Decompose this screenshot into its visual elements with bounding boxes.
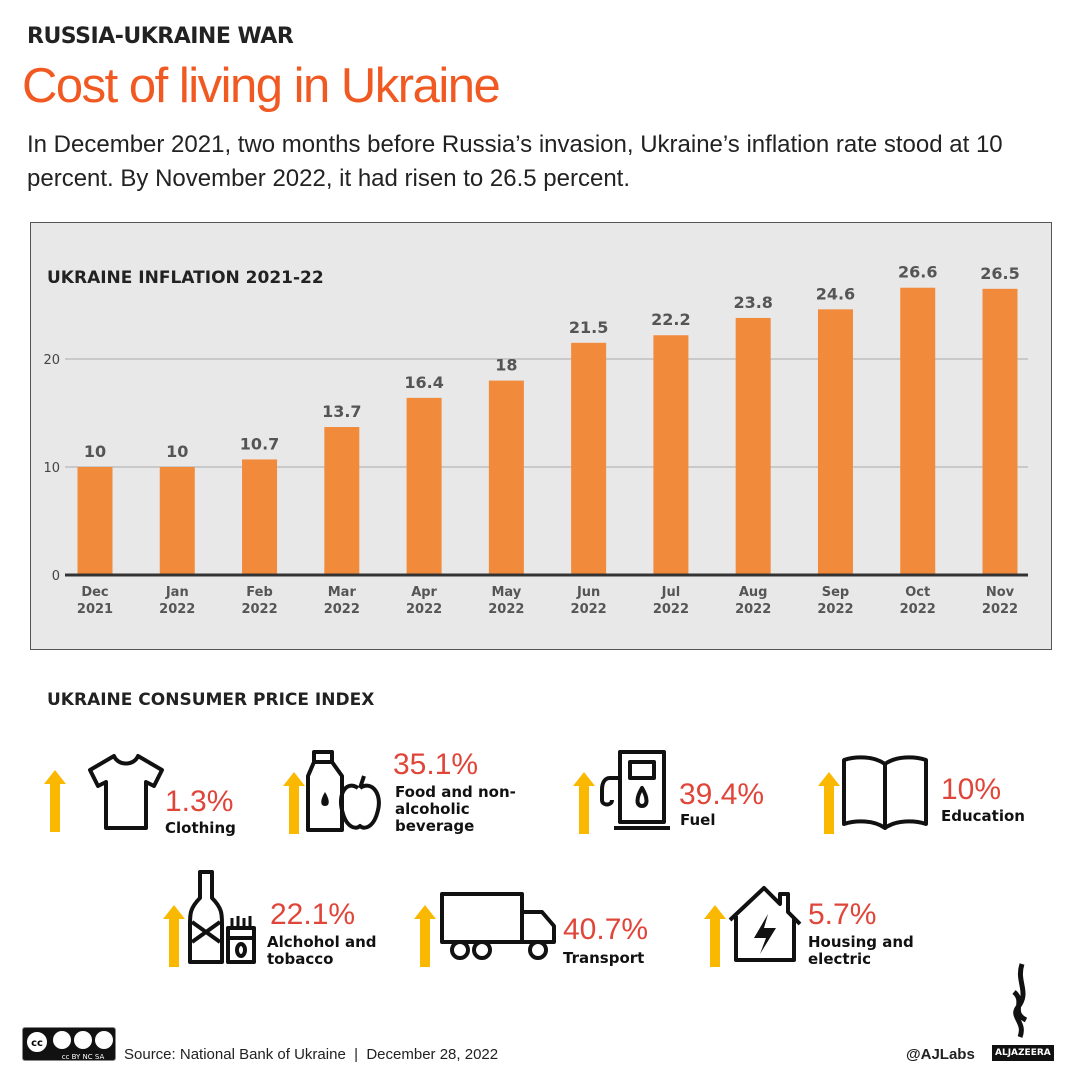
x-tick-label: Feb [246,585,272,600]
x-tick-label: Apr [411,585,437,600]
x-tick-label: 2022 [406,602,442,617]
x-tick-label: 2022 [159,602,195,617]
cpi-label: Housing and electric [808,933,914,968]
cpi-percent: 10% [941,773,1002,806]
cpi-percent: 35.1% [393,748,479,781]
cpi-label: Alchohol and tobacco [267,933,377,968]
x-tick-label: Jul [661,585,681,600]
cpi-label: Fuel [680,811,716,829]
subtitle: In December 2021, two months before Russ… [27,131,1003,192]
ajlabs-handle: @AJLabs [906,1046,975,1063]
bar [982,288,1018,575]
source-note: Source: National Bank of Ukraine | Decem… [124,1046,499,1063]
up-arrow-icon [414,905,436,971]
svg-text:cc: cc [31,1038,43,1049]
wine-cigarettes-icon [188,868,258,972]
page-title: Cost of living in Ukraine [22,59,501,113]
bar [406,397,442,575]
x-tick-label: 2022 [653,602,689,617]
up-arrow-icon [163,905,185,971]
cpi-label: Transport [563,949,645,967]
bar-value-label: 16.4 [404,373,443,392]
x-tick-label: 2021 [77,602,113,617]
x-tick-label: Aug [739,585,768,600]
y-tick-label: 0 [52,569,60,584]
creative-commons-badge: cc cc BY NC SA [22,1027,116,1061]
x-tick-label: Sep [822,585,850,600]
x-tick-label: 2022 [324,602,360,617]
cpi-title: UKRAINE CONSUMER PRICE INDEX [47,690,375,710]
truck-icon [438,890,558,964]
bar-value-label: 10 [84,442,106,461]
cpi-percent: 22.1% [270,898,356,931]
bar [900,287,936,575]
kicker: RUSSIA-UKRAINE WAR [27,24,294,49]
x-tick-label: Nov [986,585,1015,600]
bar-value-label: 23.8 [733,293,772,312]
x-tick-label: May [491,585,521,600]
bar-value-label: 10.7 [240,434,279,453]
bar-value-label: 24.6 [816,284,855,303]
bar [735,317,771,575]
bar-value-label: 13.7 [322,402,361,421]
x-tick-label: 2022 [735,602,771,617]
x-tick-label: Mar [328,585,357,600]
x-tick-label: 2022 [241,602,277,617]
book-icon [840,752,930,836]
up-arrow-icon [818,772,840,838]
x-tick-label: 2022 [488,602,524,617]
bar [488,380,524,575]
inflation-bar-chart: 0 10 20 10 Dec 2021 10 Jan 2022 10.7 Feb 2022 13.7 Ma… [43,263,1028,617]
x-tick-label: 2022 [982,602,1018,617]
x-tick-label: Dec [81,585,108,600]
x-tick-label: Jan [165,585,189,600]
cpi-label: Clothing [165,819,236,837]
cpi-percent: 40.7% [563,913,649,946]
house-bolt-icon [726,884,806,968]
chart-title: UKRAINE INFLATION 2021-22 [47,268,324,288]
shirt-icon [86,752,166,836]
bar-value-label: 26.6 [898,263,937,282]
bar [571,342,607,575]
x-tick-label: 2022 [817,602,853,617]
bar [653,335,689,575]
bar-value-label: 26.5 [980,264,1019,283]
x-tick-label: Oct [905,585,930,600]
bar [77,467,113,575]
bar-value-label: 22.2 [651,310,690,329]
bar [159,467,195,575]
chart-panel [30,222,1052,650]
bar-value-label: 18 [495,356,517,375]
svg-text:cc BY NC SA: cc BY NC SA [62,1053,105,1061]
cpi-percent: 5.7% [808,898,877,931]
cpi-percent: 39.4% [679,778,765,811]
bar [817,309,853,575]
y-tick-label: 20 [43,353,60,368]
up-arrow-icon [283,772,305,838]
aljazeera-logo: ALJAZEERA [992,1045,1054,1061]
cc-license-icon: cc cc BY NC SA [25,1030,113,1061]
cpi-label: Food and non-alcoholic beverage [395,783,516,835]
x-tick-label: Jun [576,585,600,600]
aljazeera-calligraphy-logo [1012,963,1028,1038]
up-arrow-icon [573,772,595,838]
up-arrow-icon [704,905,726,971]
x-tick-label: 2022 [900,602,936,617]
bottle-apple-icon [302,748,382,838]
bar [242,459,278,575]
bar-value-label: 21.5 [569,318,608,337]
x-tick-label: 2022 [571,602,607,617]
fuel-pump-icon [594,748,674,836]
cpi-label: Education [941,807,1025,825]
cpi-percent: 1.3% [165,785,234,818]
y-tick-label: 10 [43,461,60,476]
bar-value-label: 10 [166,442,188,461]
up-arrow-icon [44,770,66,836]
bar [324,427,360,575]
